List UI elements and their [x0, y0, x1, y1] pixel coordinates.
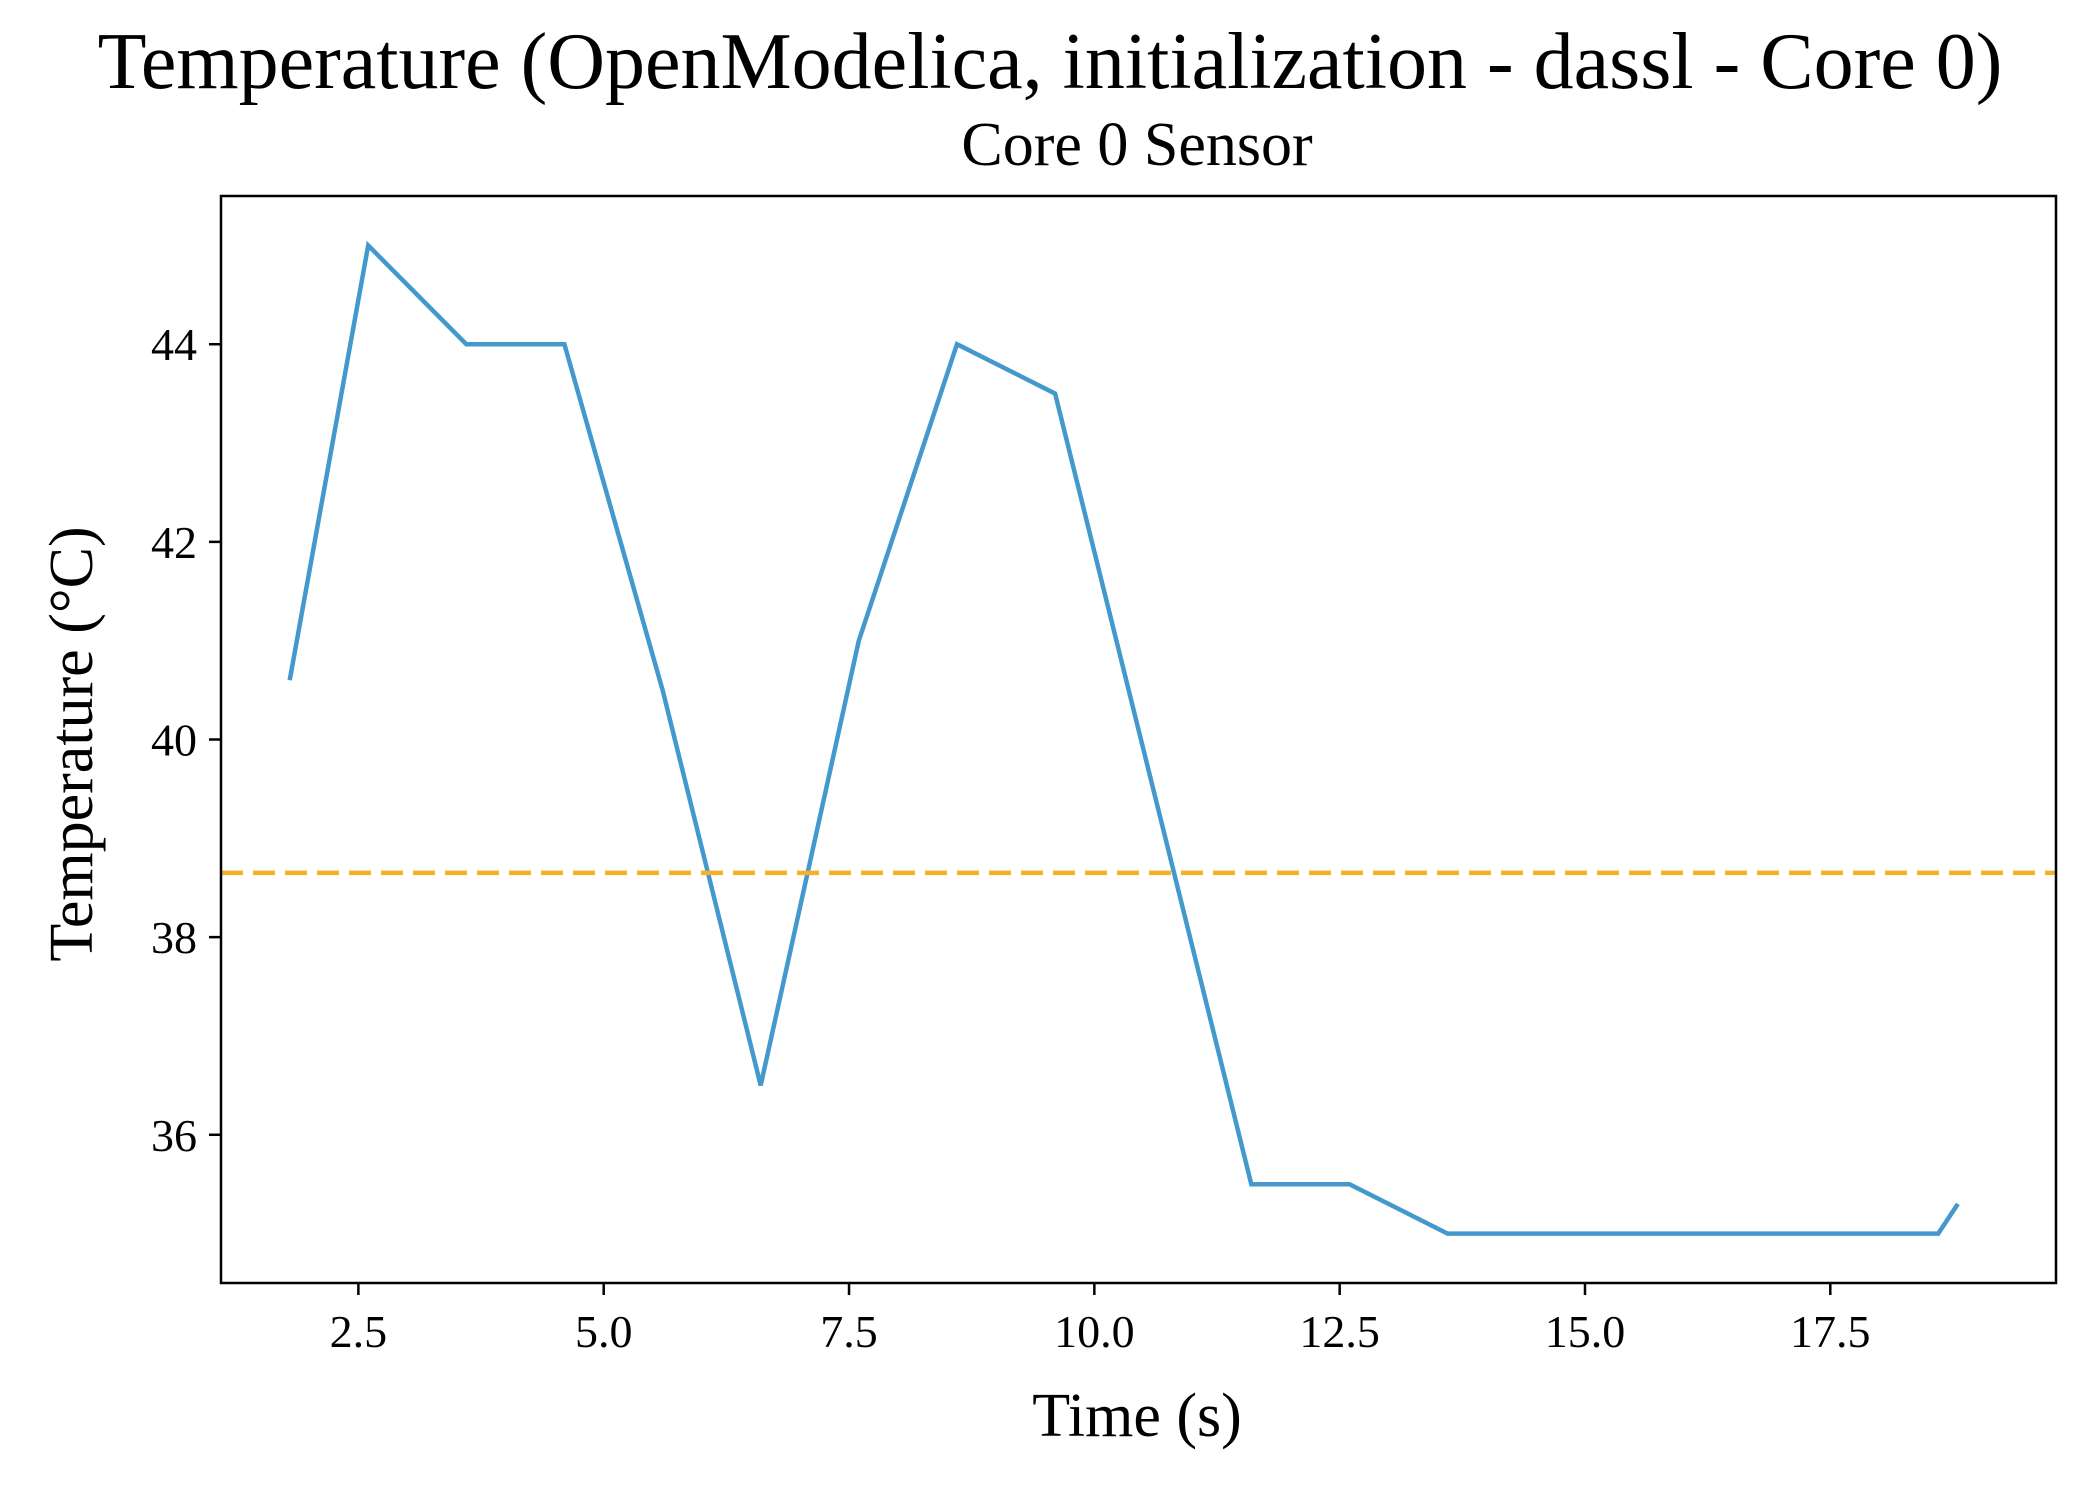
y-tick-label: 38	[151, 912, 197, 963]
x-tick-label: 12.5	[1299, 1306, 1380, 1357]
y-tick-label: 42	[151, 517, 197, 568]
x-axis: 2.5 5.0 7.5 10.0 12.5 15.0 17.5	[330, 1283, 1871, 1357]
series-line	[287, 240, 1960, 1236]
x-tick-label: 2.5	[330, 1306, 388, 1357]
plot-area	[221, 240, 2056, 1236]
x-tick-label: 15.0	[1545, 1306, 1626, 1357]
y-tick-label: 36	[151, 1110, 197, 1161]
chart-title: Temperature (OpenModelica, initializatio…	[98, 18, 2003, 106]
chart-subtitle: Core 0 Sensor	[961, 111, 1313, 179]
y-tick-label: 40	[151, 715, 197, 766]
y-axis: 36 38 40 42 44	[151, 319, 221, 1161]
x-tick-label: 10.0	[1054, 1306, 1135, 1357]
x-axis-label: Time (s)	[1032, 1382, 1242, 1450]
x-tick-label: 7.5	[820, 1306, 878, 1357]
y-axis-label: Temperature (°C)	[38, 526, 106, 961]
x-tick-label: 17.5	[1790, 1306, 1871, 1357]
x-tick-label: 5.0	[575, 1306, 633, 1357]
y-tick-label: 44	[151, 319, 197, 370]
